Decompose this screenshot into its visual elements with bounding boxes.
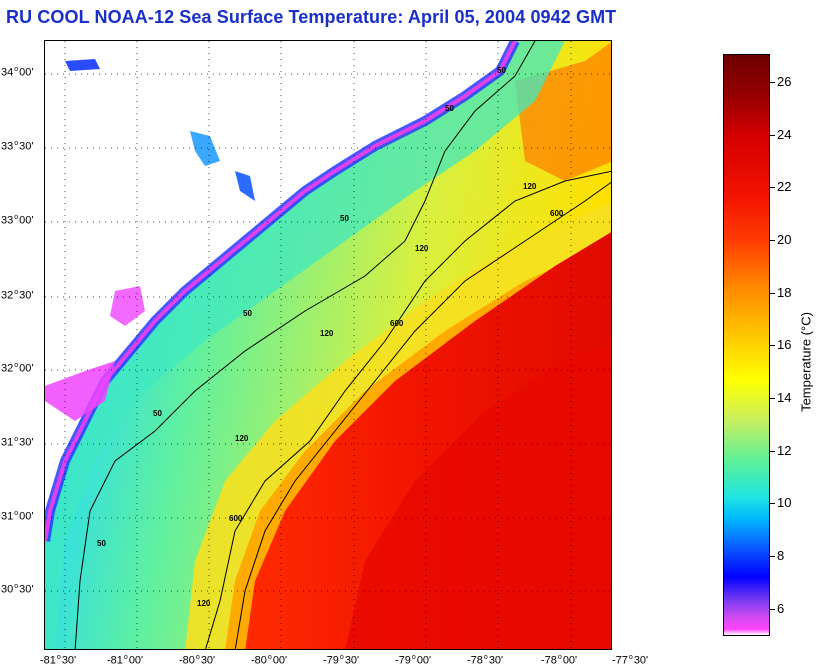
contour-label: 120 [523,182,537,191]
lon-tick-label: -79o00' [395,654,432,667]
lat-tick-label: 32o30' [1,289,34,302]
coastal-cold-band [45,41,565,649]
lat-tick-label: 31o30' [1,436,34,449]
land [45,41,515,541]
lat-tick-label: 33o30' [1,140,34,153]
lon-tick-label: -78o00' [541,654,578,667]
contour-label: 600 [390,319,404,328]
colorbar-tick-label: 20 [777,232,792,247]
colorbar-tick-label: 14 [777,390,792,405]
marsh-patch [45,361,115,421]
contour-label: 50 [97,539,106,548]
lon-tick-label: -81o00' [107,654,144,667]
contour-label: 50 [497,66,506,75]
contour-label: 50 [340,214,349,223]
lat-tick-label: 30o30' [1,583,34,596]
sst-map-graphic: 50 50 50 50 50 50 120 120 120 120 120 60… [45,41,611,649]
colorbar-label: Temperature (°C) [798,312,814,412]
isobath-600 [234,181,611,649]
contour-label: 50 [243,309,252,318]
colorbar-tick-label: 18 [777,285,792,300]
contour-label: 120 [320,329,334,338]
contour-label: 600 [229,514,243,523]
contour-label: 50 [445,104,454,113]
colorbar-tick-label: 12 [777,443,792,458]
lat-tick-label: 31o00' [1,510,34,523]
sst-map[interactable]: 50 50 50 50 50 50 120 120 120 120 120 60… [44,40,612,650]
colorbar-tick-label: 8 [777,548,785,563]
lat-tick-label: 32o00' [1,362,34,375]
lon-tick-label: -78o30' [467,654,504,667]
colorbar-tick-label: 16 [777,337,792,352]
colorbar-tick-label: 10 [777,495,792,510]
lat-tick-label: 34o00' [1,66,34,79]
gulf-stream-core [345,341,611,649]
colorbar-tick-label: 6 [777,601,785,616]
isobath-120 [205,170,611,649]
colorbar-tick-label: 24 [777,127,792,142]
contour-label: 600 [550,209,564,218]
colorbar-tick-label: 26 [777,74,792,89]
lon-tick-label: -81o30' [40,654,77,667]
contour-label: 120 [415,244,429,253]
contour-label: 50 [153,409,162,418]
lon-tick-label: -77o30' [612,654,649,667]
contour-label: 120 [197,599,211,608]
map-title: RU COOL NOAA-12 Sea Surface Temperature:… [6,7,617,27]
colorbar-tick-label: 22 [777,179,792,194]
isobath-50 [74,41,536,649]
lon-tick-label: -80o30' [179,654,216,667]
lon-tick-label: -79o30' [323,654,360,667]
isobaths [74,41,611,649]
lon-tick-label: -80o00' [251,654,288,667]
temperature-colorbar [723,54,770,636]
lat-tick-label: 33o00' [1,214,34,227]
contour-label: 120 [235,434,249,443]
